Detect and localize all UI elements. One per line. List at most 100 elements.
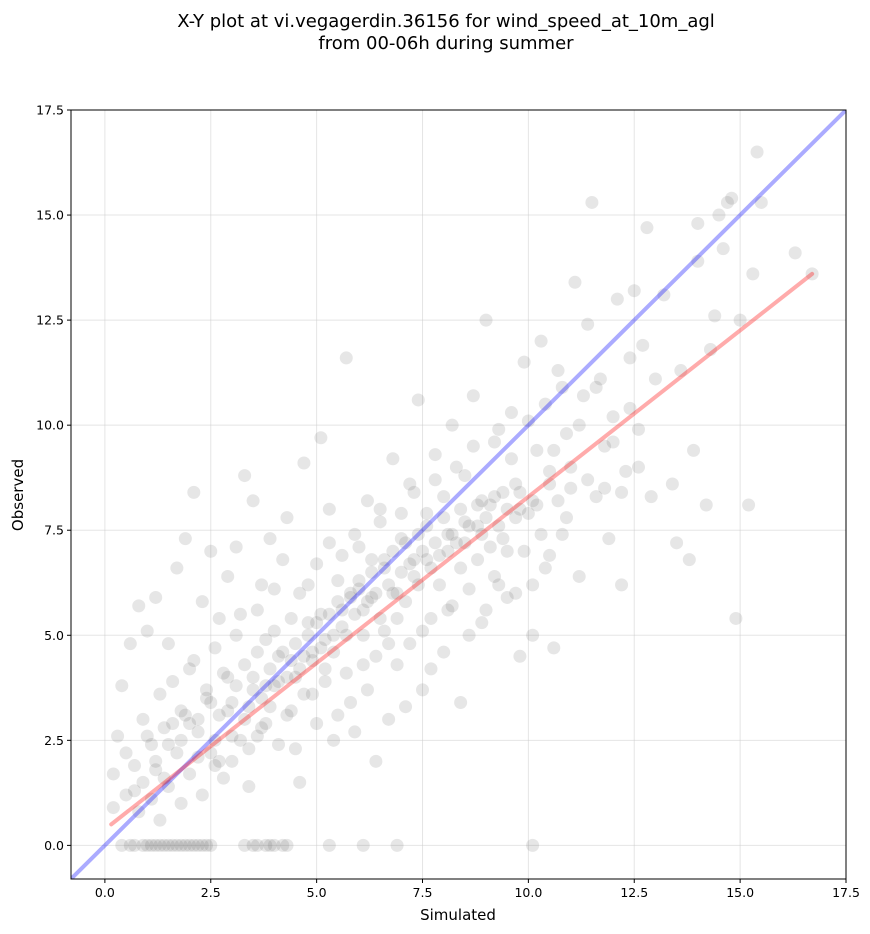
- scatter-point-59: [267, 624, 281, 638]
- scatter-point-306: [255, 691, 269, 705]
- scatter-point-368: [526, 494, 540, 508]
- scatter-point-125: [547, 641, 561, 655]
- scatter-point-300: [191, 712, 205, 726]
- scatter-point-335: [420, 519, 434, 533]
- scatter-point-22: [111, 729, 125, 743]
- scatter-point-184: [276, 838, 290, 852]
- scatter-point-31: [149, 590, 163, 604]
- scatter-point-343: [487, 490, 501, 504]
- scatter-point-260: [441, 527, 455, 541]
- scatter-point-63: [284, 653, 298, 667]
- scatter-point-104: [458, 469, 472, 483]
- scatter-point-310: [280, 670, 294, 684]
- regression-fit-line: [109, 271, 815, 827]
- scatter-point-97: [428, 448, 442, 462]
- scatter-point-296: [623, 401, 637, 415]
- scatter-point-85: [377, 561, 391, 575]
- scatter-point-78: [348, 527, 362, 541]
- scatter-point-289: [564, 460, 578, 474]
- scatter-point-351: [242, 742, 256, 756]
- scatter-point-319: [331, 595, 345, 609]
- scatter-point-177: [157, 838, 171, 852]
- scatter-point-179: [183, 838, 197, 852]
- scatter-point-337: [437, 511, 451, 525]
- scatter-point-245: [377, 624, 391, 638]
- scatter-point-10: [204, 838, 218, 852]
- scatter-point-187: [132, 805, 146, 819]
- scatter-point-106: [466, 389, 480, 403]
- scatter-point-288: [559, 511, 573, 525]
- scatter-point-70: [314, 431, 328, 445]
- scatter-point-68: [305, 687, 319, 701]
- scatter-point-217: [259, 632, 273, 646]
- scatter-point-359: [373, 611, 387, 625]
- scatter-point-233: [327, 645, 341, 659]
- scatter-point-169: [750, 145, 764, 159]
- scatter-point-127: [555, 527, 569, 541]
- scatter-point-249: [394, 506, 408, 520]
- scatter-point-318: [327, 628, 341, 642]
- scatter-point-182: [246, 838, 260, 852]
- scatter-point-356: [318, 662, 332, 676]
- scatter-point-344: [500, 502, 514, 516]
- scatter-point-266: [466, 439, 480, 453]
- y-tick-label-7: 17.5: [36, 103, 64, 118]
- scatter-point-126: [551, 364, 565, 378]
- y-tick-label-3: 7.5: [44, 523, 64, 538]
- scatter-point-165: [729, 611, 743, 625]
- identity-line: [71, 110, 846, 879]
- scatter-point-269: [479, 603, 493, 617]
- scatter-point-191: [149, 754, 163, 768]
- scatter-point-199: [183, 767, 197, 781]
- scatter-point-316: [314, 641, 328, 655]
- scatter-point-157: [691, 216, 705, 230]
- scatter-point-239: [352, 540, 366, 554]
- scatter-point-346: [161, 738, 175, 752]
- scatter-point-102: [449, 536, 463, 550]
- scatter-point-232: [322, 536, 336, 550]
- scatter-point-196: [170, 746, 184, 760]
- plot-frame: [70, 109, 847, 880]
- scatter-point-241: [360, 683, 374, 697]
- scatter-point-326: [369, 586, 383, 600]
- scatter-point-103: [454, 696, 468, 710]
- scatter-point-110: [483, 498, 497, 512]
- scatter-point-238: [348, 725, 362, 739]
- scatter-point-349: [212, 754, 226, 768]
- scatter-point-243: [369, 649, 383, 663]
- scatter-point-358: [356, 603, 370, 617]
- scatter-point-332: [403, 557, 417, 571]
- scatter-point-254: [416, 683, 430, 697]
- scatter-point-112: [492, 422, 506, 436]
- scatter-point-72: [322, 502, 336, 516]
- scatter-point-163: [720, 195, 734, 209]
- scatter-point-348: [204, 696, 218, 710]
- scatter-point-265: [462, 628, 476, 642]
- scatter-point-172: [805, 267, 819, 281]
- scatter-point-224: [288, 670, 302, 684]
- x-tick-label-7: 17.5: [832, 885, 860, 900]
- scatter-point-5: [166, 838, 180, 852]
- scatter-point-362: [424, 561, 438, 575]
- scatter-point-105: [462, 582, 476, 596]
- y-axis-label: Observed: [9, 459, 27, 531]
- y-tick-label-0: 0.0: [44, 838, 64, 853]
- scatter-point-261: [445, 599, 459, 613]
- scatter-point-354: [284, 704, 298, 718]
- scatter-point-200: [187, 653, 201, 667]
- scatter-point-251: [403, 637, 417, 651]
- scatter-point-76: [339, 351, 353, 365]
- scatter-point-58: [263, 532, 277, 546]
- scatter-point-312: [293, 662, 307, 676]
- scatter-point-71: [318, 632, 332, 646]
- scatter-point-57: [259, 717, 273, 731]
- scatter-point-366: [492, 519, 506, 533]
- scatter-point-38: [178, 532, 192, 546]
- scatter-point-1: [136, 838, 150, 852]
- scatter-point-175: [140, 838, 154, 852]
- scatter-point-213: [242, 780, 256, 794]
- scatter-point-205: [208, 641, 222, 655]
- scatter-point-155: [687, 443, 701, 457]
- scatter-point-80: [356, 658, 370, 672]
- scatter-point-174: [128, 838, 142, 852]
